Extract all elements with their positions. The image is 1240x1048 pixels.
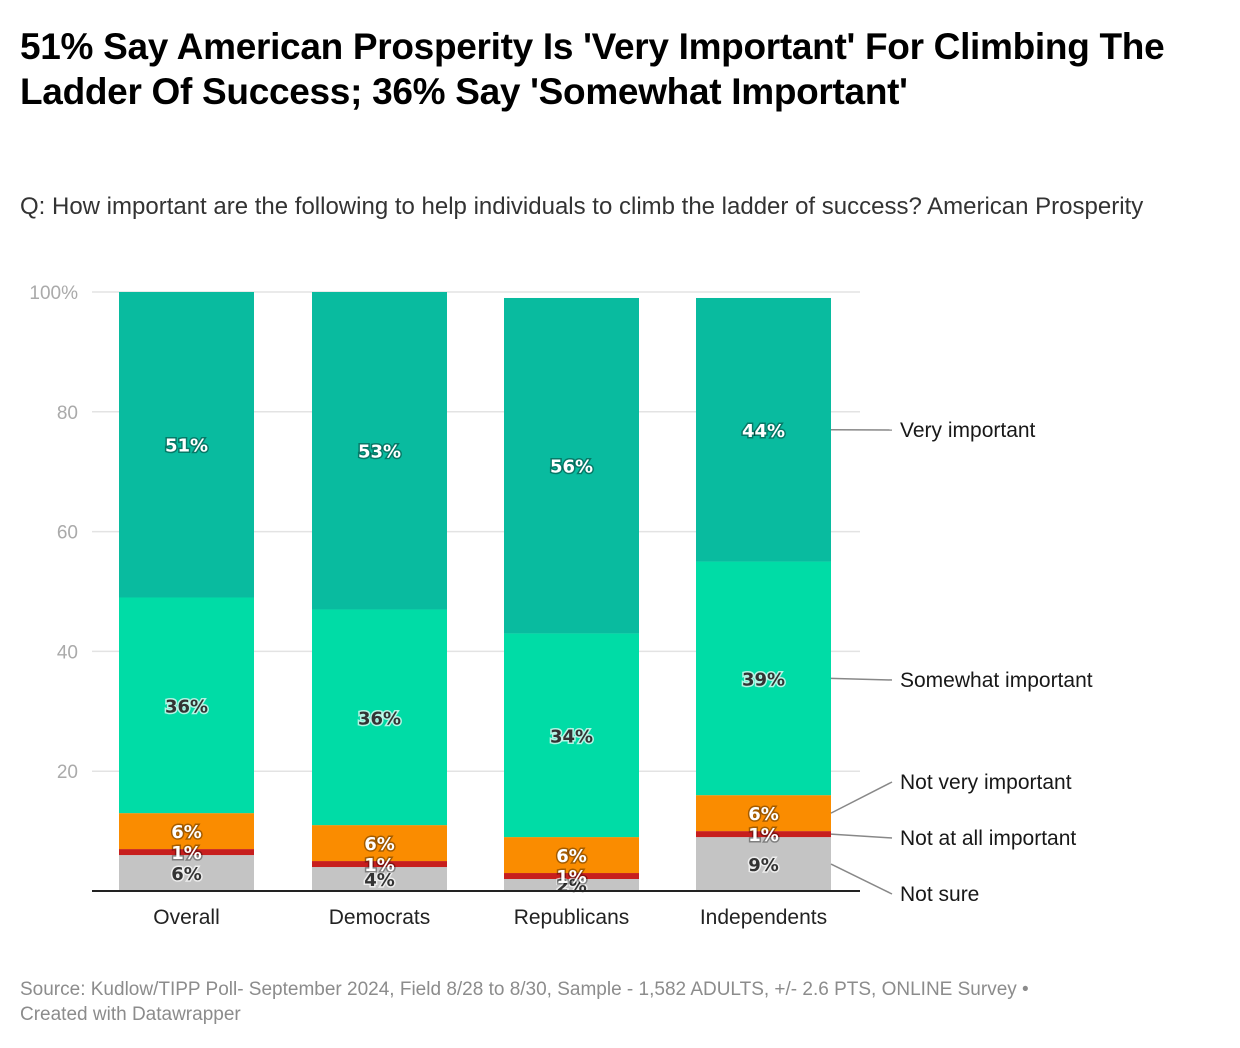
bar-stack-democrats: [312, 292, 447, 891]
value-label: 1%: [748, 825, 779, 846]
bar-segment-not-very-important: [504, 837, 639, 874]
value-label: 6%: [171, 822, 202, 843]
legend-leader-line: [830, 863, 893, 895]
value-label: 6%: [171, 864, 202, 885]
y-axis-ticks: 100% 80 60 40 20: [29, 283, 78, 783]
value-label: 1%: [364, 855, 395, 876]
value-label: 4%: [364, 870, 395, 891]
bar-segment-very-important: [696, 297, 831, 562]
bar-segment-not-at-all-important: [312, 861, 447, 868]
value-label: 36%: [358, 708, 401, 729]
value-label: 6%: [748, 804, 779, 825]
bar-segment-not-very-important: [119, 813, 254, 850]
value-label: 9%: [748, 855, 779, 876]
y-tick-label: 40: [57, 642, 78, 663]
y-tick-label: 60: [57, 523, 78, 544]
bar-segment-very-important: [312, 292, 447, 610]
chart-footer: Source: Kudlow/TIPP Poll- September 2024…: [20, 977, 1220, 1027]
y-tick-label: 100%: [29, 283, 78, 304]
value-label: 51%: [165, 436, 208, 457]
value-label: 1%: [556, 867, 587, 888]
legend-label-very-important: Very important: [900, 419, 1036, 442]
value-label: 34%: [550, 726, 593, 747]
bar-segment-somewhat-important: [119, 597, 254, 814]
credit-note: Created with Datawrapper: [20, 1004, 241, 1025]
chart-subtitle: Q: How important are the following to he…: [20, 193, 1144, 220]
bar-stack-independents: [696, 297, 831, 891]
legend-leader-line: [830, 677, 893, 681]
value-label: 44%: [742, 421, 785, 442]
value-labels: 6%1%6%36%51%4%1%6%36%53%2%1%6%34%56%9%1%…: [163, 419, 786, 898]
value-label: 6%: [364, 834, 395, 855]
x-axis-label: Democrats: [329, 906, 431, 929]
bar-segment-not-at-all-important: [696, 831, 831, 838]
legend-label-somewhat-important: Somewhat important: [900, 669, 1093, 692]
bar-stack-republicans: [504, 297, 639, 891]
bar-segment-not-at-all-important: [119, 849, 254, 856]
bar-segment-somewhat-important: [312, 609, 447, 826]
bar-segment-not-sure: [119, 855, 254, 891]
bar-segment-not-sure: [696, 837, 831, 891]
value-label: 36%: [165, 696, 208, 717]
value-label: 39%: [742, 669, 785, 690]
chart-title: 51% Say American Prosperity Is 'Very Imp…: [20, 26, 1165, 112]
value-label: 56%: [550, 457, 593, 478]
value-label: 1%: [171, 843, 202, 864]
value-label: 6%: [556, 846, 587, 867]
legend-leader-line: [830, 781, 893, 814]
bars: [119, 292, 831, 891]
legend-leader-line: [830, 833, 893, 839]
bar-segment-not-very-important: [696, 795, 831, 832]
x-axis-label: Independents: [700, 906, 827, 929]
y-tick-label: 20: [57, 762, 78, 783]
direct-legend: Not sure Not at all important Not very imp…: [830, 419, 1093, 906]
bar-stack-overall: [119, 292, 254, 891]
bar-segment-somewhat-important: [696, 561, 831, 796]
x-axis-labels: Overall Democrats Republicans Independents: [153, 906, 827, 929]
bar-segment-very-important: [119, 292, 254, 598]
x-axis-label: Overall: [153, 906, 220, 929]
bar-segment-not-sure: [504, 879, 639, 891]
legend-label-not-very-important: Not very important: [900, 771, 1072, 794]
legend-label-not-sure: Not sure: [900, 883, 979, 906]
bar-segment-not-at-all-important: [504, 873, 639, 880]
bar-segment-very-important: [504, 297, 639, 634]
value-label: 53%: [358, 442, 401, 463]
bar-segment-not-sure: [312, 867, 447, 891]
bar-segment-not-very-important: [312, 825, 447, 862]
source-note: Source: Kudlow/TIPP Poll- September 2024…: [20, 979, 1029, 1000]
bar-segment-somewhat-important: [504, 633, 639, 838]
legend-label-not-at-all-important: Not at all important: [900, 827, 1076, 850]
x-axis-label: Republicans: [514, 906, 630, 929]
y-tick-label: 80: [57, 403, 78, 424]
